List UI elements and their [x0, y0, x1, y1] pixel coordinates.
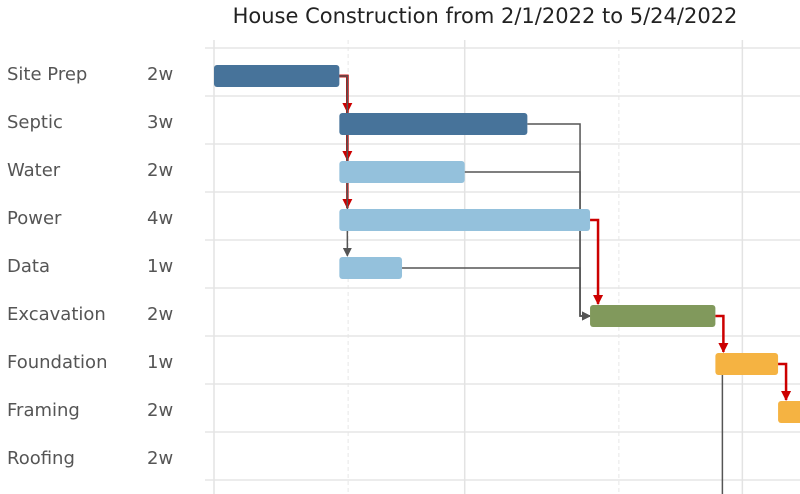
task-name: Framing	[7, 400, 80, 421]
task-name: Roofing	[7, 448, 75, 469]
task-bar	[339, 113, 528, 135]
link	[339, 75, 352, 257]
task-duration: 2w	[147, 160, 173, 181]
task-duration: 4w	[147, 208, 173, 229]
task-duration: 3w	[147, 112, 173, 133]
chart-title: House Construction from 2/1/2022 to 5/24…	[233, 4, 738, 28]
task-bar	[715, 353, 779, 375]
task-name: Septic	[7, 112, 63, 133]
task-duration: 2w	[147, 448, 173, 469]
critical-link	[590, 218, 604, 305]
task-bar	[214, 65, 340, 87]
task-bar	[339, 209, 591, 231]
task-bar	[339, 257, 403, 279]
task-name: Water	[7, 160, 61, 181]
task-name: Site Prep	[7, 64, 87, 85]
task-name: Excavation	[7, 304, 106, 325]
task-bar	[778, 401, 800, 423]
critical-link	[715, 314, 729, 353]
link	[464, 171, 591, 321]
task-duration: 2w	[147, 400, 173, 421]
task-bar	[339, 161, 465, 183]
task-name: Power	[7, 208, 62, 229]
task-bar	[590, 305, 716, 327]
task-duration: 1w	[147, 256, 173, 277]
task-duration: 2w	[147, 64, 173, 85]
task-name: Foundation	[7, 352, 107, 373]
task-duration: 2w	[147, 304, 173, 325]
task-name: Data	[7, 256, 50, 277]
link	[402, 267, 591, 321]
task-duration: 1w	[147, 352, 173, 373]
critical-link	[778, 362, 792, 401]
